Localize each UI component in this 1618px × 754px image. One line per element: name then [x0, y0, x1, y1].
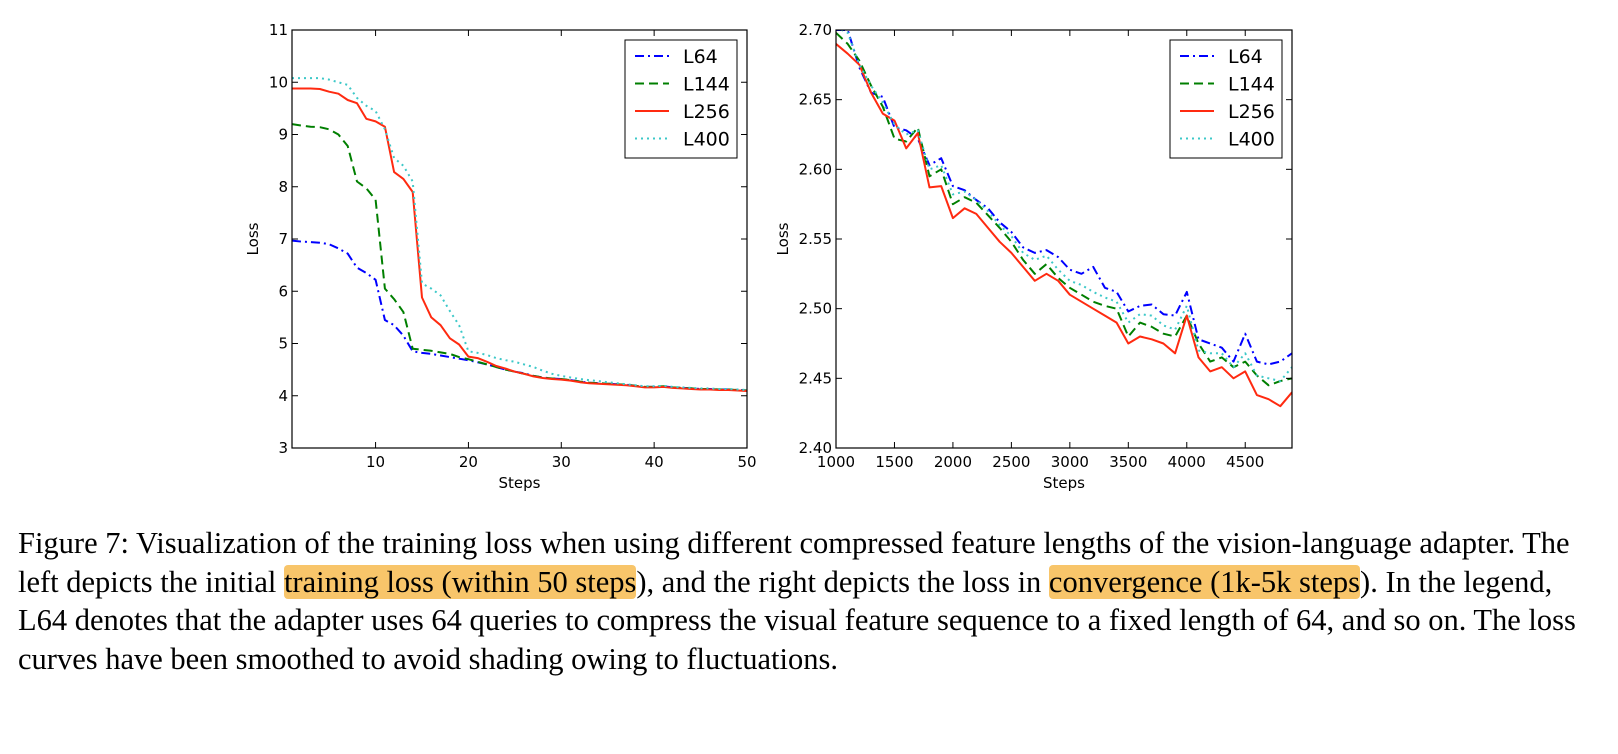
- x-tick-label: 4500: [1226, 453, 1264, 471]
- legend-box: [624, 39, 738, 159]
- y-tick-label: 8: [278, 178, 288, 196]
- legend-label-l64: L64: [1228, 46, 1263, 68]
- y-tick-label: 5: [278, 335, 288, 353]
- chart-2: 1000 1500 2000 2500 3000 3500 4000 4500 2.40 2.45…: [774, 21, 1293, 492]
- series-group: [836, 30, 1292, 408]
- y-tick-label: 4: [278, 387, 288, 405]
- series-line-l256: [292, 87, 747, 392]
- x-tick-label: 3000: [1051, 453, 1089, 471]
- y-tick-label: 10: [269, 73, 288, 91]
- y-tick-label: 7: [278, 230, 288, 248]
- caption-highlight-2: convergence (1k-5k steps: [1048, 564, 1361, 599]
- y-tick-label: 11: [269, 21, 288, 39]
- series-line-l256: [836, 43, 1292, 408]
- y-tick-label: 2.40: [799, 439, 832, 457]
- legend: L64 L144 L256 L400: [1169, 39, 1283, 159]
- y-tick-label: 2.45: [799, 369, 832, 387]
- series-group: [292, 77, 747, 392]
- legend-label-l64: L64: [683, 46, 718, 68]
- legend-label-l256: L256: [683, 101, 730, 123]
- x-tick-label: 40: [645, 453, 664, 471]
- legend-box: [1169, 39, 1283, 159]
- caption-text-1: Figure 7: Visualization of the training …: [18, 526, 1570, 599]
- x-tick-label: 50: [737, 453, 756, 471]
- legend-label-l256: L256: [1228, 101, 1275, 123]
- series-line-l64: [292, 239, 747, 392]
- x-tick-label: 4000: [1168, 453, 1206, 471]
- legend-label-l144: L144: [1228, 74, 1275, 96]
- chart-1: 10 20 30 40 50 3 4 5 6 7 8 9 10 11 Steps Loss L64 L144 L25…: [244, 21, 757, 492]
- series-line-l144: [836, 32, 1292, 387]
- caption-text-3: ). In the legend, L64 denotes that the a…: [18, 564, 1576, 676]
- series-line-l400: [839, 30, 1292, 383]
- legend-label-l400: L400: [1228, 129, 1275, 151]
- legend-label-l400: L400: [683, 129, 730, 151]
- legend: L64 L144 L256 L400: [624, 39, 738, 159]
- caption-highlight-1: training loss (within 50 steps: [283, 564, 637, 599]
- y-tick-label: 2.55: [799, 230, 832, 248]
- x-tick-label: 10: [366, 453, 385, 471]
- y-tick-label: 2.50: [799, 300, 832, 318]
- x-tick-label: 2000: [934, 453, 972, 471]
- x-tick-label: 3500: [1109, 453, 1147, 471]
- x-tick-label: 1000: [817, 453, 855, 471]
- y-tick-label: 2.65: [799, 91, 832, 109]
- figure-charts: 10 20 30 40 50 3 4 5 6 7 8 9 10 11 Steps Loss L64 L144 L25…: [244, 21, 1293, 492]
- series-line-l64: [836, 30, 1292, 366]
- x-tick-label: 30: [552, 453, 571, 471]
- series-line-l400: [292, 77, 747, 391]
- y-axis-title: Loss: [244, 222, 262, 255]
- x-tick-label: 1500: [875, 453, 913, 471]
- x-tick-label: 2500: [992, 453, 1030, 471]
- figure: 10 20 30 40 50 3 4 5 6 7 8 9 10 11 Steps Loss L64 L144 L25…: [244, 21, 1293, 492]
- y-tick-label: 6: [278, 282, 288, 300]
- figure-caption: Figure 7: Visualization of the training …: [18, 524, 1600, 678]
- caption-text-2: ), and the right depicts the loss in: [636, 564, 1049, 599]
- y-tick-label: 2.70: [799, 21, 832, 39]
- x-tick-label: 20: [459, 453, 478, 471]
- x-axis-title: Steps: [1043, 474, 1085, 492]
- y-tick-label: 2.60: [799, 160, 832, 178]
- y-tick-label: 9: [278, 126, 288, 144]
- x-axis-title: Steps: [499, 474, 541, 492]
- y-axis-title: Loss: [774, 222, 792, 255]
- series-line-l144: [292, 123, 747, 392]
- y-tick-label: 3: [278, 439, 288, 457]
- legend-label-l144: L144: [683, 74, 730, 96]
